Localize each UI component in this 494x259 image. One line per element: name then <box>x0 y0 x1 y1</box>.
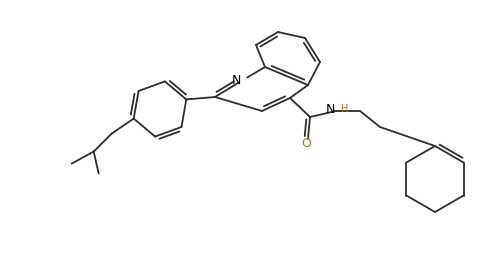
Text: N: N <box>231 74 241 87</box>
Text: N: N <box>326 103 335 116</box>
Text: H: H <box>341 104 348 114</box>
Text: O: O <box>301 136 311 149</box>
